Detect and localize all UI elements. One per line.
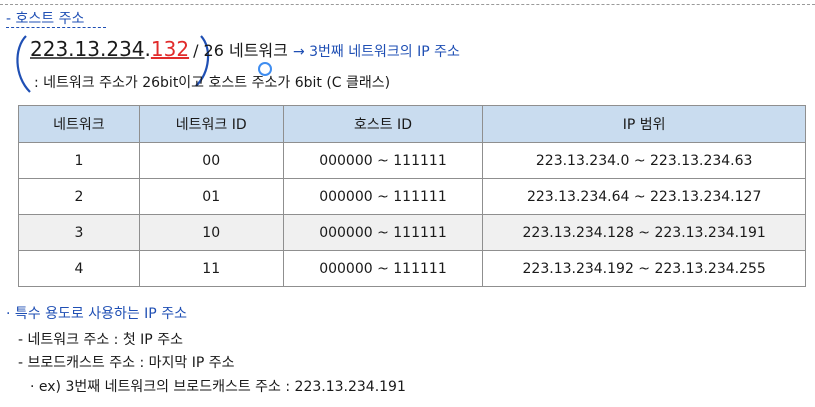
cell-host-id: 000000 ~ 111111 [282,142,484,179]
cell-network: 1 [18,142,140,179]
cell-network-id: 01 [138,178,284,215]
sub-note: : 네트워크 주소가 26bit이고 호스트 주소가 6bit (C 클래스) [34,75,391,91]
ip-network-part: 223.13.234 [30,37,145,61]
special-use-title: · 특수 용도로 사용하는 IP 주소 [6,306,187,322]
left-bracket-stroke [16,35,31,93]
cell-network: 4 [18,250,140,287]
table-row: 2 01 000000 ~ 111111 223.13.234.64 ~ 223… [18,178,806,215]
ip-dot: . [144,37,151,61]
section-title: - 호스트 주소 [6,11,85,27]
cursor-indicator [258,62,272,76]
special-item-broadcast-address: - 브로드캐스트 주소 : 마지막 IP 주소 [18,355,235,371]
network-table: 네트워크 네트워크 ID 호스트 ID IP 범위 1 00 000000 ~ … [18,105,806,287]
handwritten-bracket-annotation [16,35,210,93]
cell-network-id: 10 [138,214,284,251]
section-title-underline [6,27,106,28]
table-row: 4 11 000000 ~ 111111 223.13.234.192 ~ 22… [18,250,806,287]
table-row: 1 00 000000 ~ 111111 223.13.234.0 ~ 223.… [18,142,806,179]
cell-host-id: 000000 ~ 111111 [282,214,484,251]
table-row: 3 10 000000 ~ 111111 223.13.234.128 ~ 22… [18,214,806,251]
special-item-example: · ex) 3번째 네트워크의 브로드캐스트 주소 : 223.13.234.1… [30,379,406,395]
header-host-id: 호스트 ID [282,105,484,143]
header-network: 네트워크 [18,105,140,143]
ip-prefix-suffix: / 26 네트워크 [193,41,288,60]
header-ip-range: IP 범위 [482,105,806,143]
cell-ip-range: 223.13.234.192 ~ 223.13.234.255 [482,250,806,287]
top-divider [0,4,815,5]
cell-network-id: 11 [138,250,284,287]
cell-ip-range: 223.13.234.128 ~ 223.13.234.191 [482,214,806,251]
ip-host-part: 132 [150,37,190,61]
right-bracket-stroke [195,35,210,87]
special-item-network-address: - 네트워크 주소 : 첫 IP 주소 [18,332,183,348]
cell-network: 3 [18,214,140,251]
cell-host-id: 000000 ~ 111111 [282,178,484,215]
ip-example-line: 223.13.234.132/ 26 네트워크 → 3번째 네트워크의 IP 주… [30,37,460,61]
arrow-note: → 3번째 네트워크의 IP 주소 [292,44,460,60]
table-header-row: 네트워크 네트워크 ID 호스트 ID IP 범위 [18,105,806,143]
cell-ip-range: 223.13.234.64 ~ 223.13.234.127 [482,178,806,215]
cell-network-id: 00 [138,142,284,179]
cell-host-id: 000000 ~ 111111 [282,250,484,287]
cell-network: 2 [18,178,140,215]
cell-ip-range: 223.13.234.0 ~ 223.13.234.63 [482,142,806,179]
header-network-id: 네트워크 ID [138,105,284,143]
